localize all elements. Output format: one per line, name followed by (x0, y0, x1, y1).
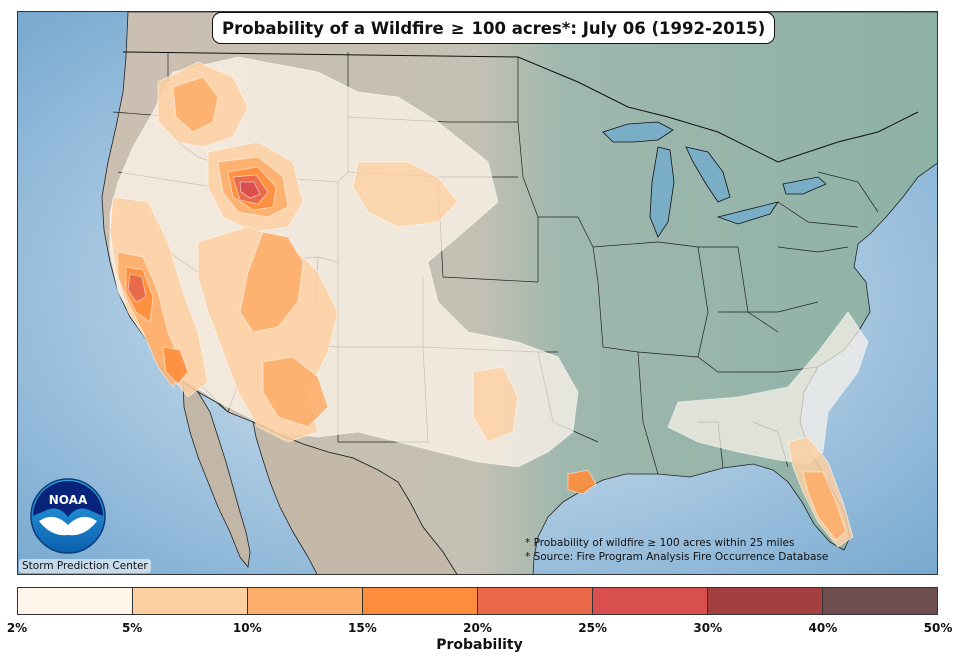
colorbar-tick-label: 2% (6, 621, 28, 635)
probability-colorbar (17, 587, 938, 615)
zone-10-15-arizona (262, 356, 329, 428)
zone-5-10-wyoming (352, 161, 459, 228)
colorbar-segment (133, 588, 248, 614)
zone-2-5-southeast (667, 311, 869, 465)
note-definition: * Probability of wildfire ≥ 100 acres wi… (525, 537, 795, 549)
great-lakes (602, 121, 827, 238)
colorbar-tick-label: 15% (348, 621, 377, 635)
zone-20-25-california (127, 273, 147, 303)
colorbar-segment (823, 588, 937, 614)
colorbar-tick-label: 30% (693, 621, 723, 635)
colorbar-tick-label: 50% (923, 621, 953, 635)
colorbar-segment (478, 588, 593, 614)
colorbar-tick-label: 5% (121, 621, 143, 635)
noaa-logo: NOAA (30, 478, 106, 554)
colorbar-tick-label: 40% (808, 621, 838, 635)
colorbar-label: Probability (436, 637, 523, 653)
map-title: Probability of a Wildfire ≥ 100 acres*: … (212, 12, 776, 44)
colorbar-tick-label: 10% (232, 621, 262, 635)
colorbar-tick-label: 25% (578, 621, 607, 635)
colorbar-segment (708, 588, 823, 614)
colorbar-segment (593, 588, 708, 614)
zone-15-20-socal (162, 346, 189, 385)
colorbar-segment (248, 588, 363, 614)
title-suffix: 100 acres*: July 06 (1992-2015) (471, 18, 766, 38)
title-symbol: ≥ (450, 18, 465, 38)
zone-10-15-oregon (172, 76, 219, 133)
zone-15-20-texas-coast (567, 469, 597, 495)
note-source: * Source: Fire Program Analysis Fire Occ… (525, 551, 829, 563)
map-panel (17, 11, 938, 575)
zone-10-15-utah (239, 231, 304, 333)
zone-10-15-florida (802, 471, 847, 541)
wildfire-probability-map (18, 12, 937, 574)
colorbar-segment (363, 588, 478, 614)
probability-contours (109, 56, 869, 548)
zone-5-10-texas (472, 366, 519, 443)
colorbar-tick-label: 20% (463, 621, 492, 635)
noaa-logo-text: NOAA (49, 493, 88, 507)
zone-25-30-idaho (239, 181, 261, 199)
credit-label: Storm Prediction Center (19, 559, 151, 573)
title-prefix: Probability of a Wildfire (222, 18, 444, 38)
mexico-mainland (252, 421, 458, 574)
colorbar-segment (18, 588, 133, 614)
baja-peninsula (182, 381, 251, 568)
us-canada-border (122, 51, 919, 163)
